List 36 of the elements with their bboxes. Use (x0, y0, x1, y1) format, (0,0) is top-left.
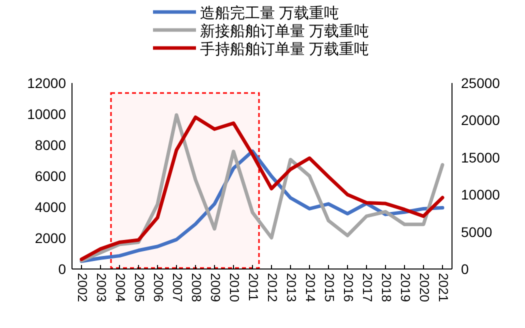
x-tick-label: 2018 (379, 273, 394, 302)
y-tick-label: 12000 (27, 75, 66, 91)
x-tick-label: 2017 (360, 273, 376, 302)
y2-tick-label: 0 (461, 261, 469, 277)
legend-label: 手持船舶订单量 万载重吨 (200, 41, 370, 58)
y-tick-label: 6000 (34, 168, 66, 184)
x-tick-label: 2010 (227, 273, 242, 302)
y-tick-label: 2000 (34, 230, 66, 246)
x-tick-label: 2005 (132, 273, 148, 302)
y2-tick-label: 5000 (461, 224, 492, 240)
x-tick-label: 2002 (75, 273, 90, 302)
y-tick-label: 4000 (34, 199, 66, 215)
y-tick-label: 0 (58, 261, 66, 277)
x-tick-label: 2008 (189, 273, 204, 302)
legend-label: 造船完工量 万载重吨 (200, 5, 340, 22)
y2-tick-label: 10000 (461, 186, 500, 203)
x-tick-label: 2007 (170, 273, 186, 302)
y2-tick-label: 25000 (461, 75, 500, 91)
x-tick-label: 2011 (246, 273, 262, 301)
legend-label: 新接船舶订单量 万载重吨 (200, 23, 370, 40)
x-tick-label: 2013 (284, 273, 300, 302)
y2-tick-label: 20000 (461, 112, 500, 128)
x-tick-label: 2012 (265, 273, 280, 302)
x-tick-label: 2021 (436, 273, 452, 302)
y2-tick-label: 15000 (461, 149, 500, 166)
x-tick-label: 2016 (341, 273, 356, 302)
x-tick-label: 2003 (94, 273, 110, 302)
x-tick-label: 2009 (208, 273, 224, 302)
x-tick-label: 2014 (303, 273, 318, 302)
x-tick-label: 2019 (398, 273, 414, 302)
y-tick-label: 8000 (34, 137, 66, 153)
x-tick-label: 2020 (417, 273, 432, 302)
y-tick-label: 10000 (27, 106, 66, 122)
x-tick-label: 2006 (151, 273, 166, 302)
x-tick-label: 2004 (113, 273, 128, 302)
x-tick-label: 2015 (322, 273, 338, 302)
